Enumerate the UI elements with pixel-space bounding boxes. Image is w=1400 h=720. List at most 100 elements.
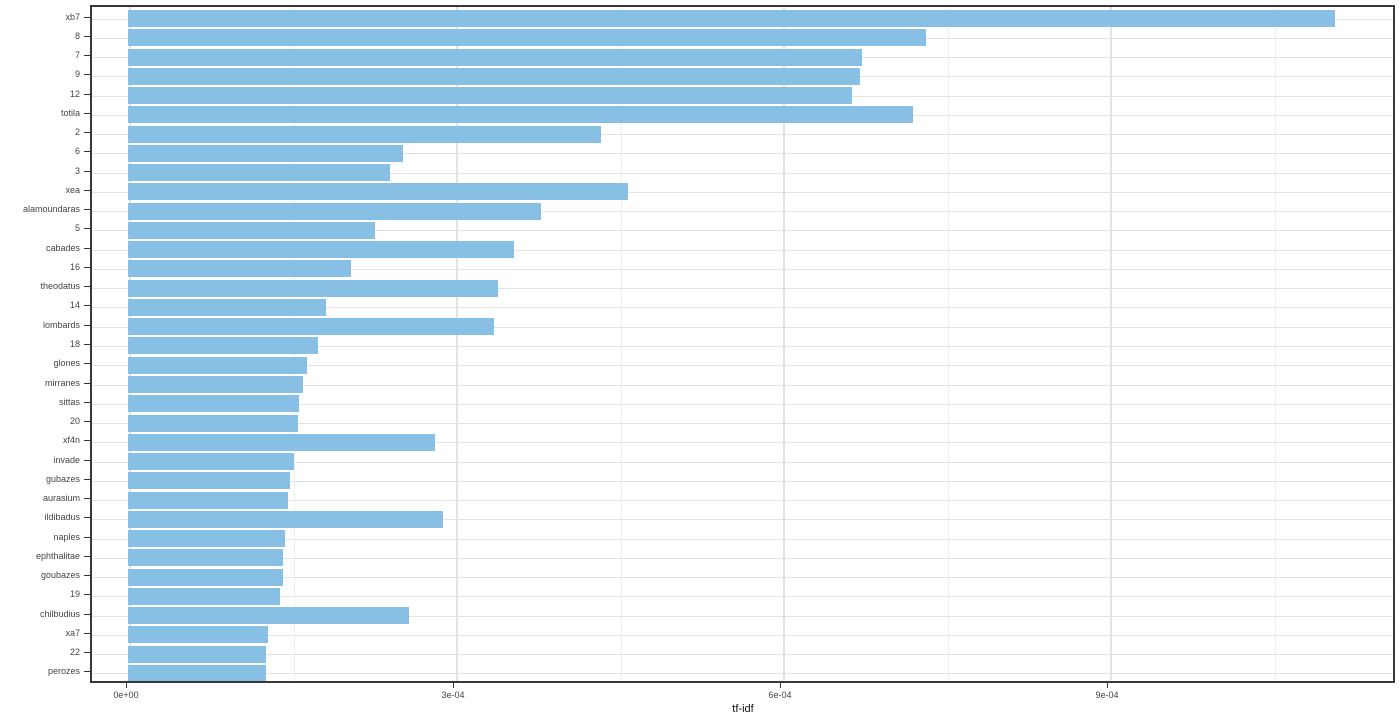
y-tick <box>84 344 90 345</box>
bar-chilbudius <box>128 607 409 624</box>
gridline-horizontal <box>92 134 1393 135</box>
y-tick <box>84 74 90 75</box>
plot-panel <box>90 5 1395 683</box>
gridline-horizontal <box>92 596 1393 597</box>
y-tick-label: 3 <box>74 166 80 176</box>
gridline-horizontal <box>92 385 1393 386</box>
gridline-horizontal <box>92 519 1393 520</box>
y-tick-label: 12 <box>69 89 80 99</box>
y-tick <box>84 460 90 461</box>
gridline-horizontal <box>92 307 1393 308</box>
y-tick-label: 2 <box>74 127 80 137</box>
bar-totila <box>128 106 913 123</box>
gridline-horizontal <box>92 153 1393 154</box>
bar-aurasium <box>128 492 288 509</box>
gridline-horizontal <box>92 365 1393 366</box>
y-tick-label: 8 <box>74 31 80 41</box>
y-tick <box>84 209 90 210</box>
y-tick <box>84 633 90 634</box>
y-tick-label: totila <box>60 108 80 118</box>
gridline-minor-vertical <box>1274 7 1276 681</box>
y-tick <box>84 267 90 268</box>
gridline-major-vertical <box>783 7 785 681</box>
x-tick-label: 3e-04 <box>441 690 465 700</box>
y-tick <box>84 151 90 152</box>
x-tick <box>126 683 127 688</box>
gridline-horizontal <box>92 462 1393 463</box>
bar-xb7 <box>128 10 1335 27</box>
gridline-horizontal <box>92 577 1393 578</box>
y-tick-label: aurasium <box>42 493 80 503</box>
x-tick <box>453 683 454 688</box>
y-tick <box>84 594 90 595</box>
y-tick <box>84 363 90 364</box>
bar-19 <box>128 588 280 605</box>
bar-18 <box>128 337 318 354</box>
y-tick-label: 19 <box>69 589 80 599</box>
y-tick-label: 22 <box>69 647 80 657</box>
gridline-major-vertical <box>456 7 458 681</box>
bar-8 <box>128 29 926 46</box>
y-tick-label: 7 <box>74 50 80 60</box>
x-tick-label: 0e+00 <box>113 690 139 700</box>
x-axis-title: tf-idf <box>732 703 754 715</box>
y-tick <box>84 17 90 18</box>
y-tick <box>84 113 90 114</box>
bar-2 <box>128 126 601 143</box>
bar-5 <box>128 222 375 239</box>
gridline-horizontal <box>92 230 1393 231</box>
bar-perozes <box>128 665 266 681</box>
y-tick-label: 20 <box>69 416 80 426</box>
y-tick <box>84 94 90 95</box>
bar-theodatus <box>128 280 498 297</box>
y-tick-label: lombards <box>42 320 80 330</box>
y-tick <box>84 498 90 499</box>
y-tick <box>84 671 90 672</box>
gridline-horizontal <box>92 673 1393 674</box>
y-tick <box>84 652 90 653</box>
y-tick <box>84 228 90 229</box>
y-tick <box>84 305 90 306</box>
bar-mirranes <box>128 376 303 393</box>
gridline-minor-vertical <box>947 7 949 681</box>
y-tick-label: cabades <box>45 243 80 253</box>
gridline-horizontal <box>92 173 1393 174</box>
y-tick-label: 16 <box>69 262 80 272</box>
gridline-horizontal <box>92 558 1393 559</box>
bar-gubazes <box>128 472 290 489</box>
y-tick <box>84 383 90 384</box>
y-tick-label: 6 <box>74 146 80 156</box>
bar-xf4n <box>128 434 435 451</box>
bar-22 <box>128 646 266 663</box>
gridline-horizontal <box>92 327 1393 328</box>
bar-20 <box>128 415 298 432</box>
gridline-horizontal <box>92 192 1393 193</box>
bar-invade <box>128 453 294 470</box>
y-tick-label: glones <box>53 358 80 368</box>
gridline-horizontal <box>92 404 1393 405</box>
gridline-horizontal <box>92 481 1393 482</box>
bar-7 <box>128 49 862 66</box>
y-tick <box>84 479 90 480</box>
y-tick-label: sittas <box>58 397 80 407</box>
bar-glones <box>128 357 307 374</box>
gridline-horizontal <box>92 423 1393 424</box>
bar-9 <box>128 68 860 85</box>
bar-14 <box>128 299 326 316</box>
x-tick <box>780 683 781 688</box>
gridline-major-vertical <box>1110 7 1112 681</box>
bar-goubazes <box>128 569 283 586</box>
y-tick <box>84 55 90 56</box>
bar-lombards <box>128 318 494 335</box>
gridline-horizontal <box>92 211 1393 212</box>
y-tick <box>84 537 90 538</box>
y-tick <box>84 575 90 576</box>
y-tick <box>84 517 90 518</box>
bar-xa7 <box>128 626 268 643</box>
bar-sittas <box>128 395 299 412</box>
y-tick-label: theodatus <box>40 281 80 291</box>
y-tick <box>84 171 90 172</box>
bar-naples <box>128 530 285 547</box>
y-tick <box>84 325 90 326</box>
bar-ildibadus <box>128 511 443 528</box>
